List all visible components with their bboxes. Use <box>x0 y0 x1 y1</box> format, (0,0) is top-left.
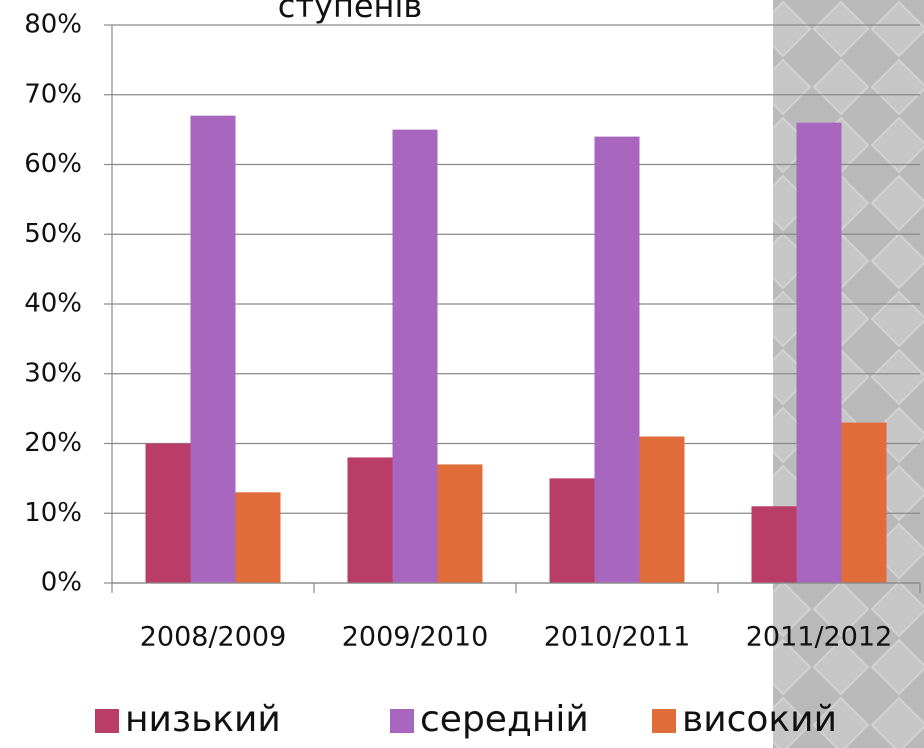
x-tick-label: 2008/2009 <box>140 622 287 653</box>
x-tick-label: 2009/2010 <box>342 622 489 653</box>
legend-swatch <box>95 709 119 733</box>
y-tick-label: 0% <box>41 568 82 598</box>
bar <box>145 443 191 583</box>
y-tick-label: 10% <box>24 498 82 528</box>
bar <box>841 422 887 583</box>
y-tick-label: 50% <box>24 219 82 249</box>
legend-swatch <box>390 709 414 733</box>
bar <box>796 122 842 584</box>
legend-label: високий <box>682 699 837 740</box>
bar <box>235 492 281 583</box>
x-tick-label: 2010/2011 <box>544 622 691 653</box>
bar <box>190 115 236 584</box>
bar <box>437 464 483 583</box>
y-tick-label: 20% <box>24 428 82 458</box>
chart-title: ступенів <box>278 0 422 25</box>
y-tick-label: 60% <box>24 149 82 179</box>
y-tick-label: 70% <box>24 79 82 109</box>
bar <box>751 506 797 583</box>
y-tick-label: 80% <box>24 10 82 40</box>
bar <box>549 478 595 583</box>
bar <box>347 457 393 583</box>
legend-label: низький <box>125 699 281 740</box>
bar <box>594 136 640 583</box>
legend-swatch <box>652 709 676 733</box>
legend-label: середній <box>420 699 589 740</box>
y-tick-label: 30% <box>24 358 82 388</box>
x-tick-label: 2011/2012 <box>746 622 893 653</box>
bar <box>392 129 438 583</box>
y-tick-label: 40% <box>24 289 82 319</box>
bar <box>639 436 685 583</box>
